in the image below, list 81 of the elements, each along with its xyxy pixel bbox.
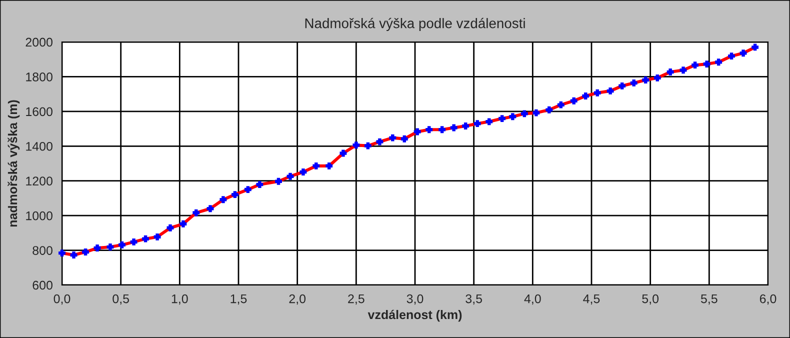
point <box>206 205 214 212</box>
x-tick-label: 0,0 <box>54 294 70 305</box>
y-axis-title: nadmořská výška (m) <box>8 100 20 227</box>
point <box>166 224 174 232</box>
point <box>231 191 238 198</box>
x-tick-label: 6,0 <box>760 294 776 305</box>
point <box>192 209 200 216</box>
point <box>142 235 150 242</box>
point <box>340 150 347 157</box>
x-tick-label: 1,0 <box>172 294 188 305</box>
y-tick-label: 1000 <box>26 211 52 220</box>
point <box>312 162 320 170</box>
y-tick-label: 1600 <box>26 107 52 116</box>
y-tick-label: 600 <box>32 280 52 290</box>
point <box>546 106 553 114</box>
point <box>389 134 396 142</box>
y-tick-label: 1400 <box>26 142 52 151</box>
point <box>300 168 307 176</box>
point <box>256 181 264 188</box>
point <box>703 60 710 68</box>
point <box>118 241 126 248</box>
x-tick-label: 3,0 <box>406 294 424 305</box>
point <box>642 76 650 84</box>
x-tick-label: 0,5 <box>112 294 129 305</box>
x-tick-label: 4,0 <box>524 294 541 305</box>
x-tick-label: 5,0 <box>642 294 659 305</box>
point <box>486 118 493 126</box>
point <box>326 162 333 170</box>
point <box>692 62 699 69</box>
point <box>450 124 458 132</box>
point <box>654 74 661 82</box>
point <box>728 52 735 60</box>
y-tick-label: 2000 <box>26 38 52 47</box>
chart-title: Nadmořská výška podle vzdálenosti <box>305 18 525 31</box>
point <box>606 87 614 94</box>
x-tick-label: 3,5 <box>466 294 482 305</box>
point <box>286 172 294 180</box>
x-tick-label: 2,0 <box>289 294 306 305</box>
point <box>180 220 187 228</box>
point <box>130 238 138 246</box>
point <box>474 120 481 128</box>
point <box>106 244 114 250</box>
point <box>594 89 601 96</box>
point <box>740 50 747 57</box>
point <box>438 126 446 134</box>
y-tick-label: 1800 <box>26 72 52 82</box>
point <box>58 250 66 257</box>
point <box>82 248 90 256</box>
point <box>414 128 421 136</box>
point <box>618 82 626 90</box>
point <box>70 252 78 258</box>
point <box>532 109 540 116</box>
point <box>275 178 282 185</box>
x-tick-label: 1,5 <box>230 294 247 305</box>
point <box>400 135 408 142</box>
point <box>509 113 516 120</box>
point <box>752 44 759 51</box>
point <box>582 92 590 100</box>
point <box>376 138 384 146</box>
point <box>498 115 506 122</box>
point <box>630 79 638 86</box>
point <box>220 196 227 204</box>
point <box>570 97 578 104</box>
y-tick-label: 1200 <box>26 176 52 186</box>
point <box>680 66 687 74</box>
x-tick-label: 5,5 <box>700 294 718 305</box>
point <box>426 126 433 134</box>
point <box>94 244 101 252</box>
point <box>520 110 528 118</box>
point <box>557 101 564 108</box>
point <box>154 233 161 240</box>
point <box>462 122 470 130</box>
point <box>244 186 252 194</box>
y-tick-label: 800 <box>32 246 52 255</box>
point <box>352 142 360 149</box>
point <box>715 58 722 66</box>
x-tick-label: 2,5 <box>348 294 364 305</box>
point <box>666 68 674 76</box>
x-tick-label: 4,5 <box>583 294 600 305</box>
point <box>364 142 372 150</box>
x-axis-title: vzdálenost (km) <box>368 310 462 322</box>
